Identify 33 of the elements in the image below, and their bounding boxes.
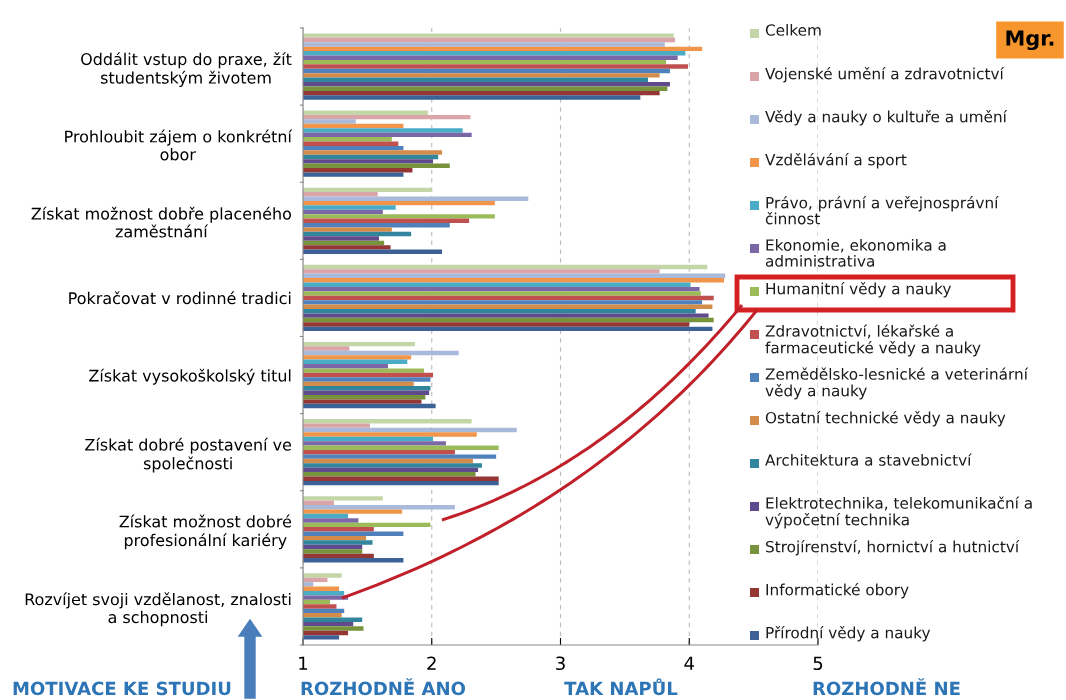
legend-label: Strojírenství, hornictví a hutnictví [766, 540, 1020, 556]
y-tick-label: Prohloubit zájem o konkrétní obor [65, 129, 293, 161]
x-tick-label: 2 [427, 656, 436, 670]
legend-label: Zdravotnictví, lékařské a farmaceutické vědy a nauky [765, 324, 981, 357]
legend-label: Vědy a nauky o kultuře a umění [765, 110, 1008, 126]
legend-label: Celkem [765, 24, 821, 36]
text: ROZHODNĚ NE [813, 678, 960, 696]
y-tick-label: Získat možnost dobře placeného zaměstnání [31, 206, 292, 238]
legend-label: Architektura a stavebnictví [765, 453, 972, 466]
y-tick-label: Získat vysokoškolský titul [89, 368, 291, 385]
x-tick-label: 3 [556, 656, 565, 671]
x-tick-label: 1 [299, 656, 308, 670]
legend-label: Humanitní vědy a nauky [766, 282, 951, 298]
y-tick-label: Pokračovat v rodinné tradici [69, 291, 291, 305]
legend-label: Vzdělávání a sport [765, 153, 907, 169]
y-tick-label: Získat dobré postavení ve společnosti [85, 437, 292, 473]
legend-label: Zemědělsko-lesnické a veterinární vědy a nauky [765, 367, 1029, 400]
y-tick-label: Rozvíjet svoji vzdělanost, znalosti a schopnosti [25, 592, 291, 627]
legend-label: Přírodní vědy a nauky [766, 626, 931, 642]
text: TAK NAPŮL [564, 678, 678, 696]
text: MOTIVACE KE STUDIU [13, 681, 231, 696]
text: Mgr. [1006, 30, 1054, 51]
legend-label: Informatické obory [766, 583, 909, 599]
legend-label: Elektrotechnika, telekomunikační a výpočetní technika [765, 496, 1032, 529]
legend-label: Ekonomie, ekonomika a administrativa [765, 239, 946, 267]
x-tick-label: 5 [813, 656, 823, 671]
text: ROZHODNĚ ANO [301, 678, 466, 696]
legend-label: Vojenské umění a zdravotnictví [765, 67, 1005, 83]
y-tick-label: Získat možnost dobré profesionální kariéry [119, 514, 292, 550]
x-tick-label: 4 [684, 656, 694, 670]
y-tick-label: Oddálit vstup do praxe, žít studentským životem [81, 52, 292, 87]
legend-label: Právo, právní a veřejnosprávní činnost [765, 196, 999, 225]
legend-label: Ostatní technické vědy a nauky [765, 411, 1006, 427]
